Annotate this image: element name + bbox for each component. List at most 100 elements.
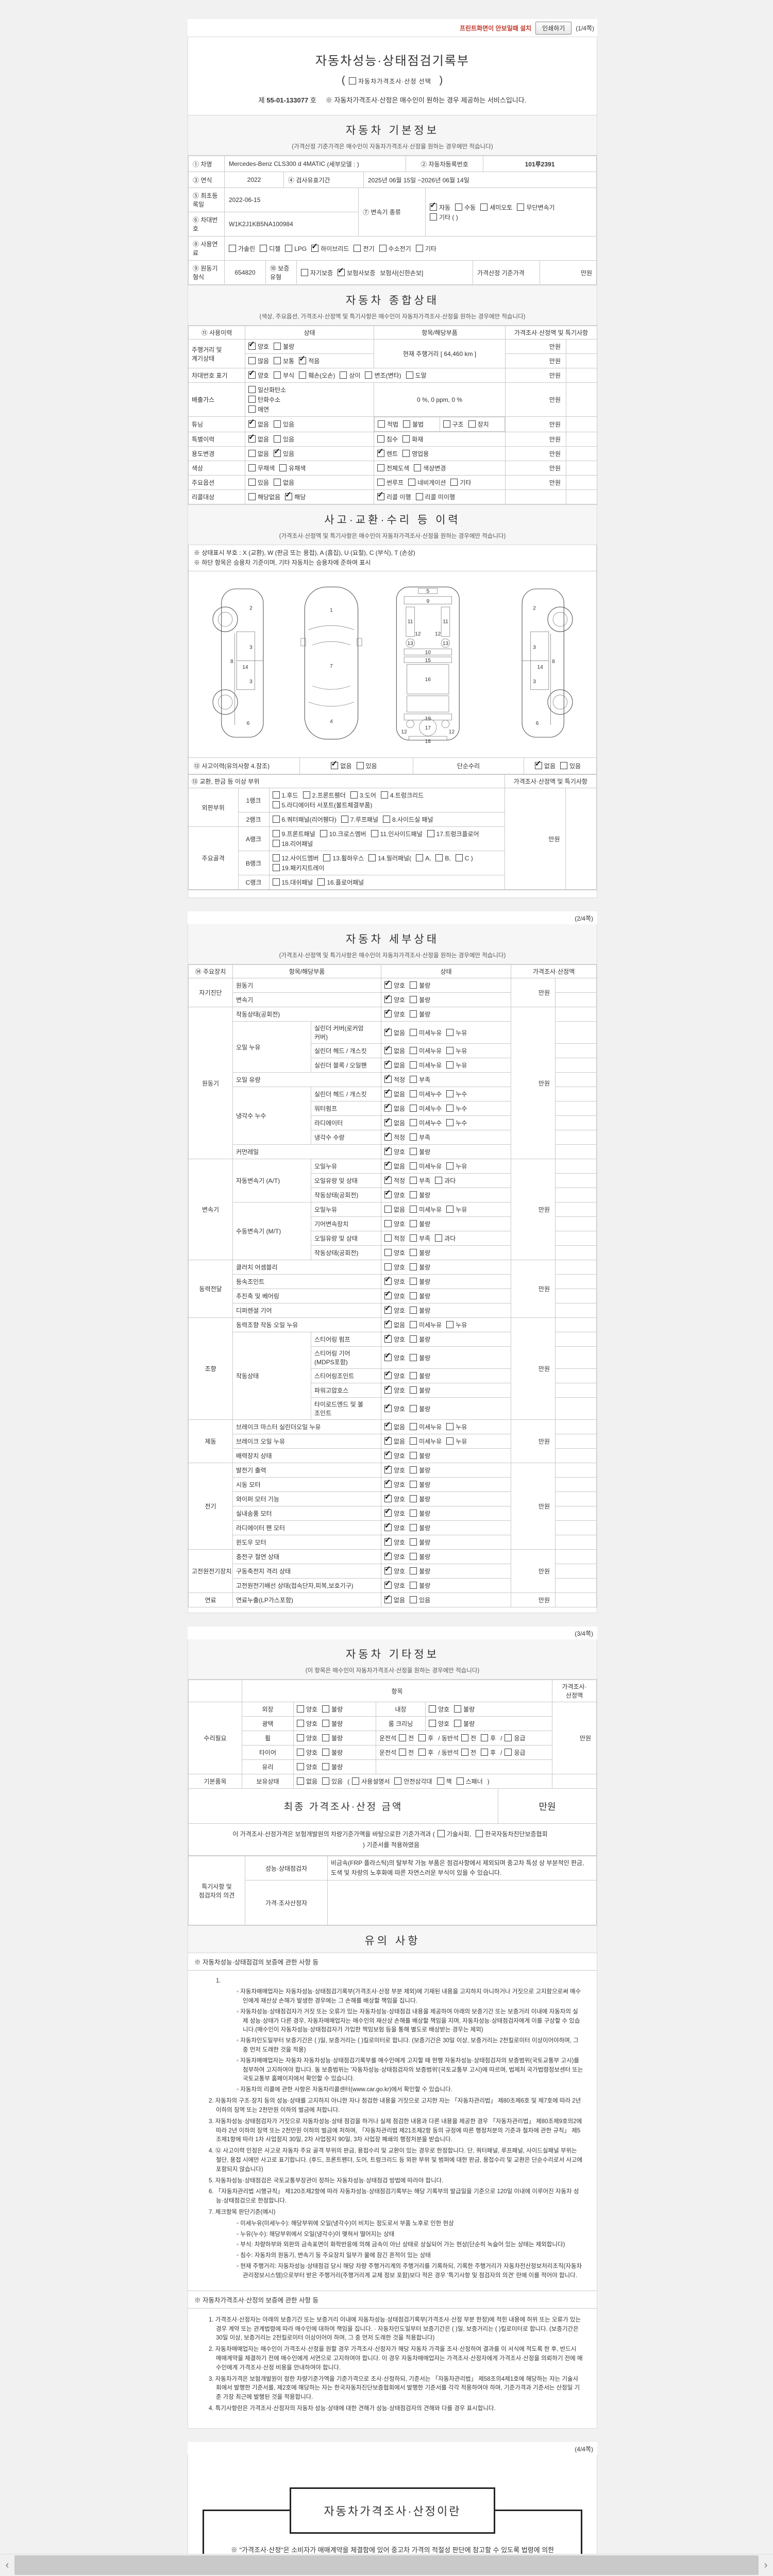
checkbox[interactable]: [384, 1206, 392, 1213]
checkbox[interactable]: [560, 762, 567, 770]
checkbox[interactable]: [410, 1553, 417, 1561]
checkbox[interactable]: [274, 343, 281, 350]
checkbox[interactable]: [338, 266, 345, 276]
checkbox[interactable]: [368, 854, 376, 862]
checkbox[interactable]: [248, 450, 256, 457]
checkbox[interactable]: [322, 1749, 330, 1756]
checkbox[interactable]: [377, 447, 384, 457]
scrollbar-thumb[interactable]: [14, 2555, 759, 2575]
checkbox[interactable]: [410, 1119, 417, 1127]
checkbox[interactable]: [455, 203, 463, 211]
checkbox[interactable]: [331, 759, 339, 770]
checkbox[interactable]: [410, 1481, 417, 1488]
checkbox[interactable]: [379, 244, 386, 252]
checkbox[interactable]: [248, 340, 256, 350]
checkbox[interactable]: [272, 801, 280, 809]
checkbox[interactable]: [384, 1275, 392, 1285]
checkbox[interactable]: [410, 1335, 417, 1343]
checkbox[interactable]: [384, 1420, 392, 1431]
checkbox[interactable]: [303, 791, 310, 799]
checkbox[interactable]: [384, 1249, 392, 1257]
checkbox[interactable]: [384, 1492, 392, 1503]
checkbox[interactable]: [410, 1234, 417, 1242]
scroll-left-arrow-icon[interactable]: ‹: [0, 2554, 14, 2576]
checkbox[interactable]: [272, 854, 280, 862]
checkbox[interactable]: [323, 854, 331, 862]
checkbox[interactable]: [320, 830, 327, 838]
checkbox[interactable]: [350, 791, 358, 799]
checkbox[interactable]: [410, 1596, 417, 1604]
checkbox[interactable]: [429, 1705, 436, 1713]
checkbox[interactable]: [408, 479, 416, 486]
checkbox[interactable]: [446, 1437, 454, 1445]
checkbox[interactable]: [377, 435, 384, 443]
checkbox[interactable]: [285, 490, 293, 500]
checkbox[interactable]: [274, 420, 281, 428]
checkbox[interactable]: [410, 1353, 417, 1361]
checkbox[interactable]: [435, 1177, 443, 1184]
checkbox[interactable]: [446, 1061, 454, 1069]
checkbox[interactable]: [429, 1720, 436, 1727]
checkbox[interactable]: [410, 1437, 417, 1445]
checkbox[interactable]: [248, 405, 256, 413]
checkbox[interactable]: [410, 1423, 417, 1431]
checkbox[interactable]: [446, 1321, 454, 1329]
checkbox[interactable]: [272, 878, 280, 886]
checkbox[interactable]: [480, 203, 488, 211]
checkbox[interactable]: [384, 1289, 392, 1300]
checkbox[interactable]: [410, 1466, 417, 1474]
checkbox[interactable]: [415, 493, 423, 500]
horizontal-scrollbar[interactable]: ‹ ›: [0, 2554, 773, 2576]
checkbox[interactable]: [340, 371, 347, 379]
checkbox[interactable]: [435, 1234, 443, 1242]
checkbox[interactable]: [384, 1463, 392, 1474]
checkbox[interactable]: [517, 203, 525, 211]
checkbox[interactable]: [384, 1220, 392, 1228]
checkbox[interactable]: [446, 1423, 454, 1431]
checkbox[interactable]: [384, 1073, 392, 1083]
checkbox[interactable]: [371, 830, 378, 838]
checkbox[interactable]: [384, 1159, 392, 1170]
checkbox[interactable]: [248, 493, 256, 500]
checkbox[interactable]: [322, 1705, 330, 1713]
checkbox[interactable]: [384, 1116, 392, 1127]
checkbox[interactable]: [476, 1830, 483, 1838]
checkbox[interactable]: [384, 1188, 392, 1199]
checkbox[interactable]: [410, 1278, 417, 1285]
checkbox[interactable]: [272, 840, 280, 848]
checkbox[interactable]: [356, 762, 364, 770]
checkbox[interactable]: [410, 996, 417, 1004]
checkbox[interactable]: [384, 1535, 392, 1546]
checkbox[interactable]: [410, 1538, 417, 1546]
checkbox[interactable]: [394, 1777, 402, 1785]
checkbox[interactable]: [311, 242, 319, 252]
checkbox[interactable]: [456, 1777, 464, 1785]
checkbox[interactable]: [384, 978, 392, 989]
checkbox[interactable]: [248, 479, 256, 486]
checkbox[interactable]: [410, 1133, 417, 1141]
checkbox[interactable]: [410, 1567, 417, 1575]
checkbox[interactable]: [481, 1734, 489, 1742]
checkbox[interactable]: [384, 1044, 392, 1055]
checkbox[interactable]: [317, 878, 325, 886]
checkbox[interactable]: [322, 1720, 330, 1727]
checkbox[interactable]: [384, 1130, 392, 1141]
checkbox[interactable]: [322, 1777, 330, 1785]
checkbox[interactable]: [410, 1177, 417, 1184]
checkbox[interactable]: [322, 1763, 330, 1771]
checkbox[interactable]: [534, 759, 542, 770]
checkbox[interactable]: [384, 1303, 392, 1314]
checkbox[interactable]: [410, 1386, 417, 1394]
checkbox[interactable]: [410, 1307, 417, 1314]
checkbox[interactable]: [415, 244, 423, 252]
checkbox[interactable]: [418, 1749, 426, 1756]
checkbox[interactable]: [410, 1292, 417, 1300]
checkbox[interactable]: [248, 386, 256, 393]
checkbox[interactable]: [410, 1028, 417, 1036]
checkbox[interactable]: [384, 1332, 392, 1343]
checkbox[interactable]: [272, 864, 280, 872]
checkbox[interactable]: [399, 1749, 407, 1756]
checkbox[interactable]: [384, 1383, 392, 1394]
checkbox[interactable]: [416, 854, 424, 862]
checkbox[interactable]: [384, 1564, 392, 1575]
